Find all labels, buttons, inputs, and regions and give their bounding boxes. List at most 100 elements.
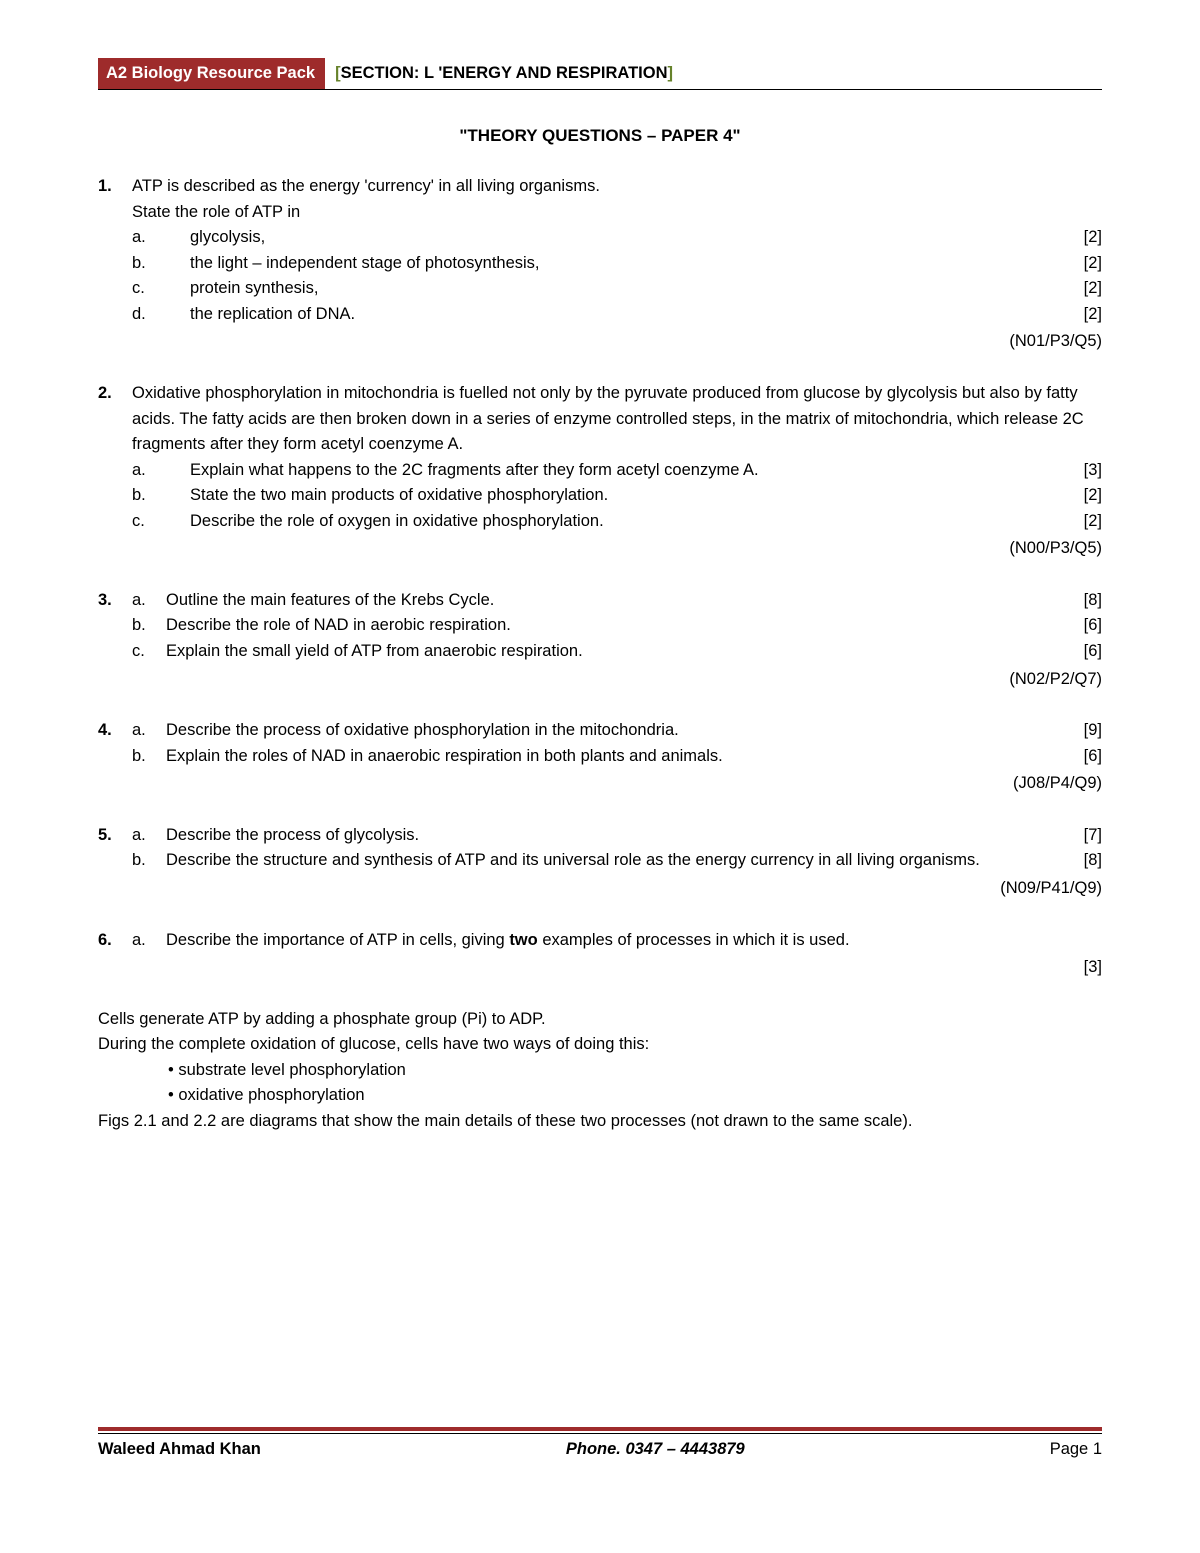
question-number: 6. [98,928,132,954]
question-reference: (J08/P4/Q9) [132,771,1102,797]
sub-question: b.State the two main products of oxidati… [132,483,1102,509]
sub-letter: b. [132,848,166,874]
bottom-line-1: Cells generate ATP by adding a phosphate… [98,1007,1102,1033]
sub-text: Describe the role of NAD in aerobic resp… [166,613,1052,639]
question-number: 3. [98,588,132,614]
footer-author: Waleed Ahmad Khan [98,1440,261,1459]
question-block: 3.a.Outline the main features of the Kre… [98,588,1102,692]
sub-text: Describe the importance of ATP in cells,… [166,928,1102,954]
sub-question: d.the replication of DNA.[2] [132,302,1102,328]
sub-letter: c. [132,639,166,665]
sub-letter: a. [132,718,166,744]
question-reference: (N02/P2/Q7) [132,667,1102,693]
question-reference: (N01/P3/Q5) [132,329,1102,355]
question-row: 1.ATP is described as the energy 'curren… [98,174,1102,355]
sub-text: the light – independent stage of photosy… [190,251,1052,277]
bottom-line-2: During the complete oxidation of glucose… [98,1032,1102,1058]
marks: [9] [1052,718,1102,744]
question-number: 4. [98,718,132,744]
question-body: a.Describe the importance of ATP in cell… [132,928,1102,981]
sub-text: Explain what happens to the 2C fragments… [190,458,1052,484]
header-pack-title: A2 Biology Resource Pack [98,58,325,89]
marks: [6] [1052,613,1102,639]
sub-text: Explain the roles of NAD in anaerobic re… [166,744,1052,770]
question-block: 2.Oxidative phosphorylation in mitochond… [98,381,1102,562]
sub-question: a.Describe the process of glycolysis.[7] [132,823,1102,849]
header-bracket-close: ] [668,64,674,82]
question-reference: (N00/P3/Q5) [132,536,1102,562]
sub-question: c.protein synthesis,[2] [132,276,1102,302]
marks: [3] [1052,458,1102,484]
sub-letter: a. [132,225,190,251]
sub-letter: a. [132,823,166,849]
marks: [2] [1052,276,1102,302]
question-stem: ATP is described as the energy 'currency… [132,174,1102,200]
question-stem: Oxidative phosphorylation in mitochondri… [132,381,1102,458]
sub-letter: b. [132,613,166,639]
bottom-line-3: Figs 2.1 and 2.2 are diagrams that show … [98,1109,1102,1135]
sub-text: State the two main products of oxidative… [190,483,1052,509]
sub-question: a.Describe the importance of ATP in cell… [132,928,1102,954]
question-reference: (N09/P41/Q9) [132,876,1102,902]
bottom-description: Cells generate ATP by adding a phosphate… [98,1007,1102,1135]
bottom-bullet: substrate level phosphorylation [168,1058,1102,1084]
sub-letter: a. [132,928,166,954]
question-row: 3.a.Outline the main features of the Kre… [98,588,1102,692]
question-number: 5. [98,823,132,849]
question-body: a.Describe the process of oxidative phos… [132,718,1102,797]
question-number: 2. [98,381,132,407]
sub-letter: a. [132,458,190,484]
page-title: "THEORY QUESTIONS – PAPER 4" [98,126,1102,146]
marks: [2] [1052,251,1102,277]
sub-letter: b. [132,483,190,509]
sub-text: Describe the process of glycolysis. [166,823,1052,849]
question-block: 1.ATP is described as the energy 'curren… [98,174,1102,355]
sub-question: a.Describe the process of oxidative phos… [132,718,1102,744]
sub-question: b.Describe the role of NAD in aerobic re… [132,613,1102,639]
question-block: 4.a.Describe the process of oxidative ph… [98,718,1102,797]
question-body: a.Outline the main features of the Krebs… [132,588,1102,692]
sub-text: Describe the process of oxidative phosph… [166,718,1052,744]
sub-letter: d. [132,302,190,328]
question-row: 4.a.Describe the process of oxidative ph… [98,718,1102,797]
footer-page: Page 1 [1050,1440,1102,1459]
sub-letter: b. [132,744,166,770]
marks: [3] [132,955,1102,981]
marks: [2] [1052,302,1102,328]
sub-letter: b. [132,251,190,277]
marks: [8] [1052,848,1102,874]
sub-question: b.Explain the roles of NAD in anaerobic … [132,744,1102,770]
marks: [6] [1052,639,1102,665]
sub-text: protein synthesis, [190,276,1052,302]
question-body: Oxidative phosphorylation in mitochondri… [132,381,1102,562]
sub-text: the replication of DNA. [190,302,1052,328]
marks: [6] [1052,744,1102,770]
sub-question: a.Explain what happens to the 2C fragmen… [132,458,1102,484]
question-number: 1. [98,174,132,200]
header-section: [SECTION: L 'ENERGY AND RESPIRATION] [325,58,683,89]
marks: [7] [1052,823,1102,849]
marks: [8] [1052,588,1102,614]
footer-line: Waleed Ahmad Khan Phone. 0347 – 4443879 … [98,1433,1102,1459]
bottom-bullets: substrate level phosphorylation oxidativ… [98,1058,1102,1109]
question-block: 6.a.Describe the importance of ATP in ce… [98,928,1102,981]
sub-letter: c. [132,509,190,535]
sub-text: Explain the small yield of ATP from anae… [166,639,1052,665]
header-section-text: SECTION: L 'ENERGY AND RESPIRATION [341,64,668,82]
sub-question: b.Describe the structure and synthesis o… [132,848,1102,874]
question-body: ATP is described as the energy 'currency… [132,174,1102,355]
marks: [2] [1052,225,1102,251]
sub-text: Describe the structure and synthesis of … [166,848,1052,874]
marks: [2] [1052,483,1102,509]
sub-text: Outline the main features of the Krebs C… [166,588,1052,614]
question-row: 2.Oxidative phosphorylation in mitochond… [98,381,1102,562]
footer-rule [98,1427,1102,1431]
sub-question: b.the light – independent stage of photo… [132,251,1102,277]
question-row: 5.a.Describe the process of glycolysis.[… [98,823,1102,902]
questions-container: 1.ATP is described as the energy 'curren… [98,174,1102,981]
sub-question: a.glycolysis,[2] [132,225,1102,251]
footer-phone: Phone. 0347 – 4443879 [566,1440,745,1459]
sub-text: Describe the role of oxygen in oxidative… [190,509,1052,535]
marks: [2] [1052,509,1102,535]
bottom-bullet: oxidative phosphorylation [168,1083,1102,1109]
